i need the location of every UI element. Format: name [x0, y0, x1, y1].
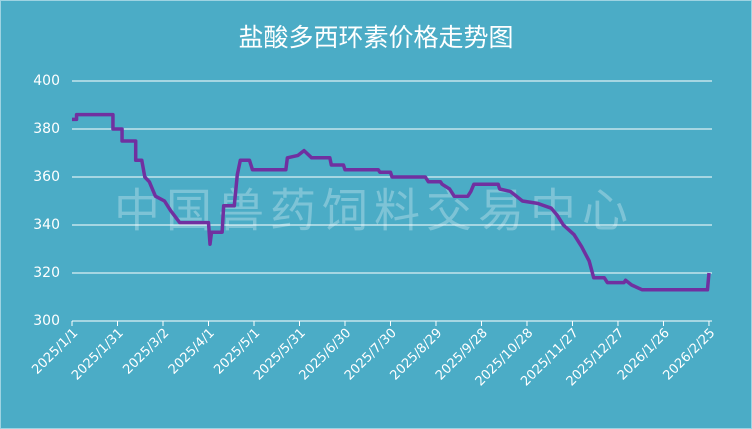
y-tick-label: 300: [33, 313, 60, 329]
chart-title: 盐酸多西环素价格走势图: [238, 23, 513, 52]
y-tick-label: 320: [33, 265, 60, 281]
y-tick-label: 400: [33, 73, 60, 89]
y-tick-label: 380: [33, 121, 60, 137]
watermark: 中国兽药饲料交易中心: [114, 184, 634, 238]
y-tick-label: 360: [33, 169, 60, 185]
y-tick-label: 340: [33, 217, 60, 233]
price-line: [72, 112, 711, 292]
